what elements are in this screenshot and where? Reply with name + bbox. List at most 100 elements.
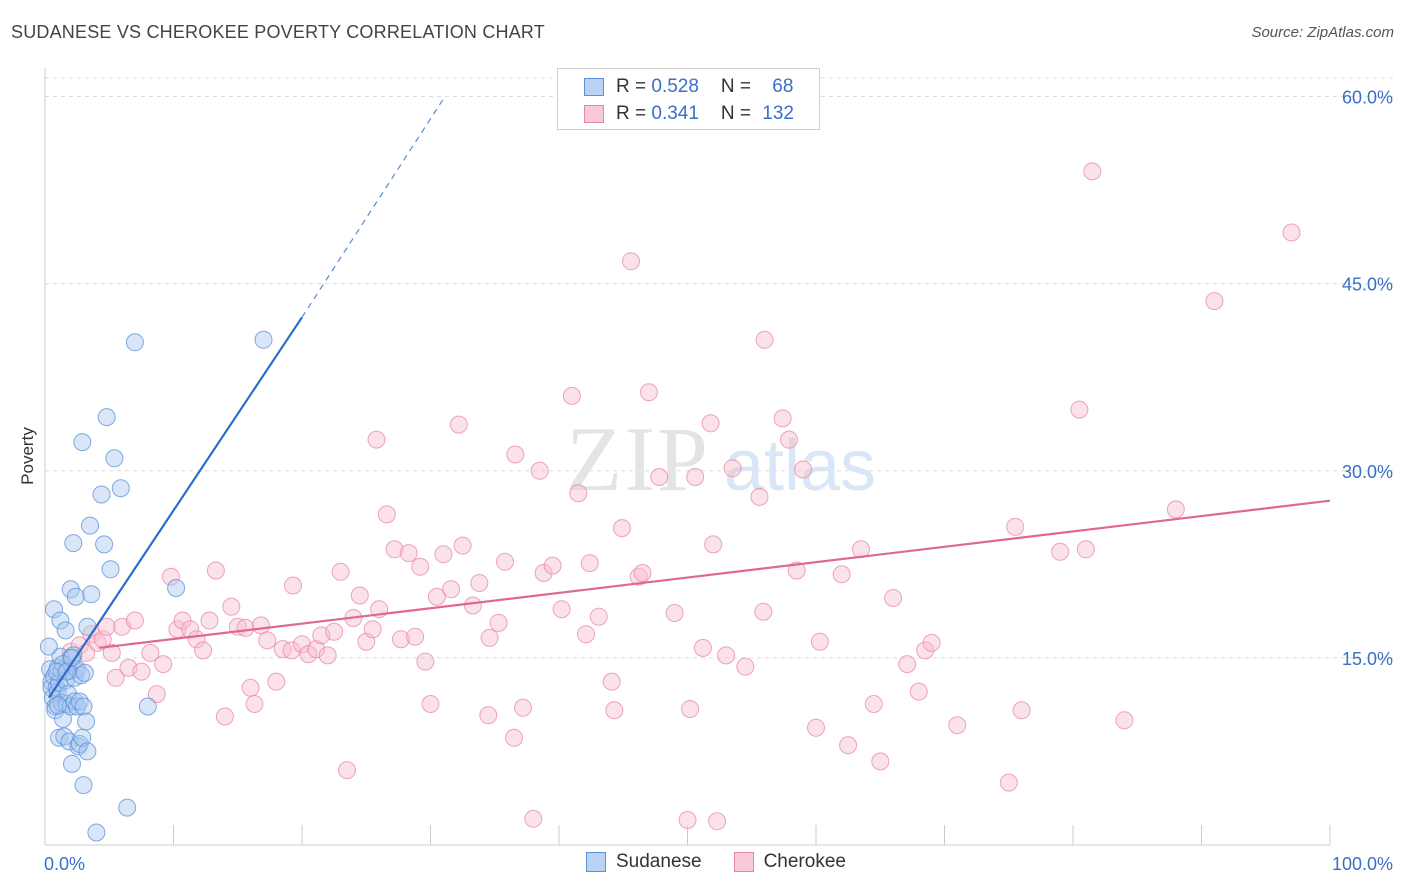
- data-point: [125, 333, 144, 352]
- data-point: [56, 621, 75, 640]
- data-point: [569, 484, 588, 503]
- data-point: [63, 754, 81, 773]
- data-point: [406, 627, 425, 646]
- data-point: [206, 561, 225, 580]
- legend-n-label: N =: [720, 76, 757, 97]
- data-point: [318, 646, 337, 665]
- data-point: [92, 485, 111, 504]
- axes: [44, 68, 1331, 846]
- data-point: [416, 652, 435, 671]
- data-point: [489, 613, 508, 632]
- data-point: [273, 640, 292, 659]
- legend-r-label: R =: [616, 103, 652, 124]
- data-point: [754, 602, 773, 621]
- data-point: [633, 564, 652, 582]
- data-point: [505, 728, 523, 747]
- data-point: [530, 461, 549, 480]
- data-point: [780, 430, 798, 449]
- legend-n-value: 68: [772, 76, 794, 97]
- data-point: [1166, 500, 1185, 519]
- data-point: [1070, 400, 1089, 419]
- data-point: [161, 567, 180, 586]
- data-point: [399, 544, 418, 563]
- correlation-legend: R = 0.528 N = 68 R = 0.341 N = 132: [557, 68, 820, 130]
- data-point: [701, 414, 720, 433]
- legend-row-sudanese: R = 0.528 N = 68: [584, 75, 793, 99]
- data-point: [496, 552, 514, 571]
- data-point: [68, 697, 87, 716]
- data-point: [750, 487, 769, 506]
- x-tick-label: 0.0%: [44, 854, 85, 874]
- watermark-zip: ZIP: [566, 408, 710, 510]
- data-point: [39, 637, 58, 656]
- data-point: [999, 773, 1018, 792]
- data-point: [48, 696, 67, 715]
- data-point: [74, 776, 93, 795]
- data-point: [147, 685, 166, 704]
- data-point: [686, 468, 705, 486]
- data-point: [605, 701, 624, 720]
- data-point: [514, 698, 532, 717]
- data-point: [773, 409, 792, 428]
- data-point: [81, 516, 99, 535]
- data-point: [75, 663, 94, 682]
- legend-r-label: R =: [616, 76, 652, 97]
- data-point: [479, 706, 498, 725]
- data-point: [73, 433, 92, 452]
- data-point: [1051, 542, 1070, 561]
- data-point: [78, 742, 97, 761]
- gridlines: [45, 77, 1395, 659]
- data-point: [245, 695, 264, 713]
- data-point: [1205, 292, 1224, 311]
- series-legend: Sudanese Cherokee: [586, 851, 878, 873]
- trend-lines: [47, 98, 1331, 699]
- data-point: [807, 718, 825, 737]
- watermark-atlas: atlas: [724, 426, 876, 506]
- legend-r-value: 0.528: [651, 76, 699, 97]
- data-point: [665, 604, 684, 622]
- data-point: [1282, 223, 1301, 242]
- data-point: [506, 445, 525, 464]
- data-point: [602, 672, 621, 691]
- data-point: [363, 620, 382, 639]
- data-point: [338, 761, 356, 780]
- data-point: [138, 697, 157, 716]
- data-point: [922, 633, 941, 652]
- data-point: [284, 576, 302, 595]
- data-point: [1012, 701, 1031, 720]
- data-point: [222, 597, 241, 616]
- y-tick-label: 60.0%: [1342, 88, 1393, 108]
- data-point: [385, 540, 404, 559]
- data-point: [871, 752, 890, 771]
- y-tick-label: 30.0%: [1342, 462, 1393, 482]
- data-point: [693, 638, 712, 657]
- data-point: [562, 386, 581, 405]
- data-point: [63, 648, 81, 667]
- data-point: [111, 479, 130, 498]
- y-axis-label: Poverty: [18, 427, 37, 485]
- data-point: [215, 707, 234, 726]
- data-point: [1083, 162, 1102, 181]
- data-point: [434, 545, 453, 564]
- data-point: [639, 383, 658, 402]
- data-point: [251, 616, 270, 635]
- data-point: [200, 611, 219, 630]
- data-point: [74, 697, 93, 716]
- data-point: [1076, 540, 1095, 559]
- legend-n-value: 132: [762, 103, 794, 124]
- data-point: [898, 655, 917, 674]
- data-point: [524, 809, 543, 828]
- data-point: [97, 617, 116, 636]
- data-point: [101, 560, 120, 579]
- data-point: [267, 672, 286, 691]
- data-point: [367, 430, 386, 449]
- data-point: [82, 585, 101, 604]
- data-point: [736, 657, 755, 676]
- data-point: [132, 662, 151, 681]
- data-point: [453, 536, 472, 555]
- data-point: [681, 700, 700, 718]
- data-point: [678, 811, 697, 829]
- data-point: [755, 330, 774, 349]
- data-point: [794, 460, 813, 479]
